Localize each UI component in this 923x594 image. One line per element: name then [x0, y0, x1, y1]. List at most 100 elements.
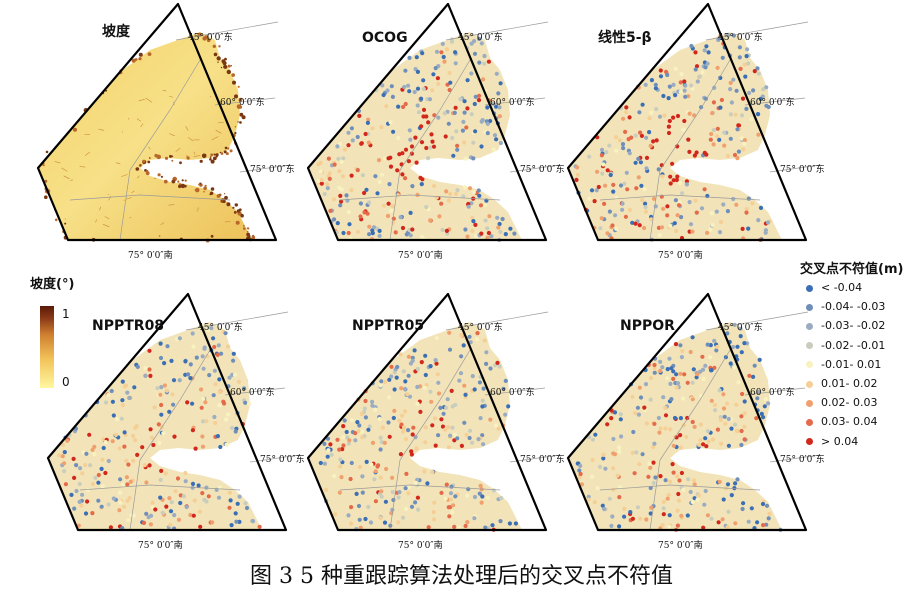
crossover-point	[355, 420, 360, 425]
graticule-label-lon45: 45° 0′0″东	[458, 31, 503, 43]
crossover-point	[686, 137, 691, 142]
legend-label: 0.01- 0.02	[821, 377, 878, 390]
crossover-point	[150, 500, 155, 505]
crossover-point	[607, 496, 612, 501]
crossover-point	[368, 520, 374, 525]
crossover-point	[689, 43, 694, 49]
crossover-point	[480, 494, 485, 499]
crossover-point	[761, 87, 766, 92]
crossover-point	[729, 426, 734, 431]
crossover-point	[448, 491, 454, 496]
legend-item: 0.01- 0.02	[806, 377, 877, 390]
crossover-point	[453, 494, 458, 499]
crossover-point	[574, 177, 579, 182]
crossover-point	[85, 488, 91, 493]
crossover-point	[481, 77, 486, 82]
crossover-point	[705, 429, 710, 434]
graticule-line	[599, 194, 761, 201]
crossover-point	[674, 372, 679, 377]
crossover-point	[426, 156, 431, 161]
crossover-point	[319, 181, 324, 186]
crossover-point	[221, 399, 226, 404]
crossover-point	[607, 143, 612, 148]
crossover-point	[635, 405, 640, 410]
crossover-point	[620, 142, 626, 147]
crossover-point	[733, 112, 738, 117]
crossover-point	[745, 47, 750, 52]
crossover-point	[60, 442, 66, 447]
crossover-point	[390, 204, 395, 209]
crossover-point	[77, 499, 82, 504]
slope-texture-mark	[220, 66, 223, 69]
crossover-point	[339, 159, 344, 164]
crossover-point	[147, 348, 152, 353]
crossover-point	[229, 425, 235, 430]
crossover-point	[194, 355, 199, 360]
crossover-point	[164, 388, 169, 393]
crossover-point	[403, 176, 408, 181]
crossover-point	[123, 383, 129, 388]
crossover-point	[403, 101, 408, 107]
crossover-point	[683, 83, 688, 88]
crossover-point	[439, 417, 444, 422]
crossover-point	[716, 520, 721, 525]
crossover-point	[348, 476, 353, 482]
crossover-point	[630, 450, 635, 455]
crossover-point	[90, 447, 95, 452]
crossover-point	[420, 51, 425, 56]
crossover-point	[489, 234, 494, 239]
crossover-point	[99, 504, 104, 509]
crossover-point	[687, 149, 692, 154]
crossover-point	[318, 169, 323, 174]
legend-item: < -0.04	[806, 281, 862, 294]
crossover-point	[80, 492, 85, 497]
map-frame	[306, 292, 548, 532]
crossover-point	[657, 233, 662, 238]
crossover-point	[495, 215, 500, 220]
slope-texture-mark	[203, 190, 205, 193]
crossover-point	[593, 432, 598, 437]
crossover-point	[462, 110, 467, 115]
crossover-point	[643, 205, 648, 210]
crossover-point	[480, 118, 485, 123]
crossover-point	[344, 193, 349, 198]
crossover-point	[106, 502, 111, 507]
crossover-point	[698, 422, 703, 427]
crossover-point	[660, 365, 665, 370]
crossover-point	[722, 414, 727, 419]
slope-texture-mark	[157, 173, 161, 177]
crossover-point	[740, 391, 745, 397]
legend-item: 0.03- 0.04	[806, 415, 877, 428]
crossover-point	[440, 41, 445, 47]
crossover-point	[389, 364, 394, 369]
crossover-point	[731, 33, 736, 38]
crossover-point	[614, 135, 619, 140]
crossover-point	[602, 201, 607, 206]
crossover-point	[373, 469, 378, 474]
crossover-point	[159, 468, 164, 473]
crossover-point	[414, 160, 419, 165]
graticule-line	[119, 59, 201, 241]
graticule-line	[224, 387, 286, 396]
slope-texture-mark	[181, 179, 184, 182]
crossover-point	[767, 511, 772, 516]
crossover-point	[110, 439, 115, 444]
graticule-label-lat75: 75° 0′0″南	[128, 249, 173, 261]
crossover-point	[404, 471, 409, 476]
crossover-point	[386, 156, 391, 161]
crossover-point	[331, 197, 337, 202]
crossover-point	[453, 61, 458, 66]
crossover-point	[678, 416, 683, 421]
crossover-point	[343, 147, 348, 152]
graticule-label-lon45: 45° 0′0″东	[718, 321, 763, 333]
crossover-point	[233, 429, 238, 434]
crossover-point	[601, 456, 606, 461]
crossover-point	[738, 326, 743, 331]
crossover-point	[436, 81, 441, 86]
crossover-point	[380, 425, 385, 430]
graticule-label-lon75: 75° 0′0″东	[780, 163, 825, 175]
crossover-point	[438, 405, 443, 410]
crossover-point	[678, 80, 683, 85]
crossover-point	[487, 214, 492, 219]
crossover-point	[751, 88, 756, 93]
